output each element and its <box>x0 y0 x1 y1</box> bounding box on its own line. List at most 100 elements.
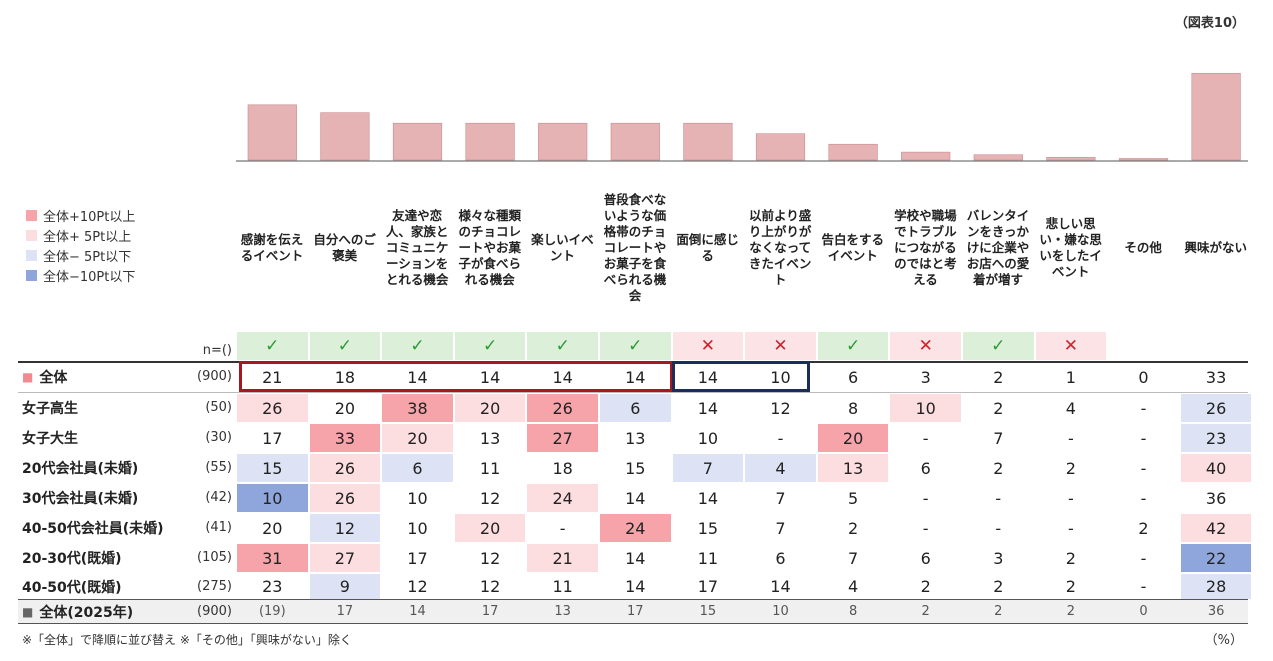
figure-number: （図表10） <box>1174 16 1245 31</box>
highlight-box-red <box>239 361 673 392</box>
unit-label: （%） <box>1204 633 1243 648</box>
summary-row-bg <box>18 600 1248 623</box>
bar-6 <box>683 122 733 161</box>
table-cell: 14 <box>697 488 719 508</box>
row-marker-square: ■ <box>22 604 34 619</box>
category-label: 楽しいイベント <box>527 165 597 330</box>
table-cell: 20 <box>454 514 526 542</box>
category-label: 以前より盛り上がりがなくなってきたイベント <box>745 165 815 330</box>
row-marker-square: ■ <box>22 370 34 384</box>
category-label: バレンタインをきっかけに企業やお店への愛着が増す <box>963 165 1033 330</box>
category-label-text: 興味がない <box>1184 239 1248 255</box>
table-cell: 14 <box>697 398 719 418</box>
table-cell: 8 <box>848 604 858 619</box>
table-cell: 17 <box>697 577 719 596</box>
row-sample-size: (275) <box>197 578 232 594</box>
table-cell: 14 <box>625 367 646 387</box>
table-cell: 27 <box>527 424 598 452</box>
row-header: 女子高生 <box>22 393 78 423</box>
table-cell: 13 <box>625 428 646 448</box>
legend-label: 全体− 5Pt以下 <box>43 250 132 265</box>
table-cell: - <box>1140 398 1147 418</box>
table-cell: 14 <box>479 367 501 387</box>
table-cell: 15 <box>699 604 717 619</box>
table-cell: 12 <box>309 514 381 542</box>
table-cell: 2 <box>993 367 1004 387</box>
table-cell: 6 <box>920 458 931 478</box>
category-label: 悲しい思い・嫌な思いをしたイベント <box>1036 165 1106 330</box>
row-label: 全体 <box>39 370 68 386</box>
table-cell: 14 <box>697 367 719 387</box>
bar-1 <box>320 112 370 161</box>
category-label: 自分へのご褒美 <box>310 165 380 330</box>
table-cell: 10 <box>697 428 719 448</box>
row-label: 40-50代会社員(未婚) <box>22 521 164 537</box>
check-mark: ✓ <box>963 332 1034 360</box>
bar-chart <box>236 72 1248 162</box>
table-cell: 20 <box>262 518 283 538</box>
row-sample-size: (50) <box>205 400 232 415</box>
row-sample-size: (41) <box>205 520 232 535</box>
table-cell: 27 <box>309 544 381 572</box>
cross-mark: ✕ <box>672 332 744 360</box>
table-cell: 14 <box>407 367 428 387</box>
table-cell: 21 <box>527 544 598 572</box>
bar-12 <box>1118 158 1169 161</box>
category-label-text: 悲しい思い・嫌な思いをしたイベント <box>1039 215 1102 279</box>
row-header: 40-50代(既婚) <box>22 573 122 600</box>
table-cell: 42 <box>1180 514 1252 542</box>
category-label: 興味がない <box>1181 165 1251 330</box>
table-cell: 10 <box>407 488 428 508</box>
table-cell: 3 <box>920 367 931 387</box>
table-cell: 12 <box>479 548 501 568</box>
table-cell: 14 <box>552 367 573 387</box>
row-label: 20-30代(既婚) <box>22 551 122 567</box>
category-label-text: 以前より盛り上がりがなくなってきたイベント <box>748 207 812 287</box>
row-sample-size: (42) <box>205 490 232 505</box>
table-cell: 38 <box>382 394 453 422</box>
table-cell: 24 <box>527 484 598 512</box>
table-cell: 0 <box>1139 604 1148 619</box>
category-label-text: 様々な種類のチョコレートやお菓子が食べられる機会 <box>458 207 522 287</box>
category-label: 学校や職場でトラブルにつながるのではと考える <box>890 165 960 330</box>
table-cell: 0 <box>1138 367 1149 387</box>
table-cell: 15 <box>697 518 719 538</box>
table-cell: 26 <box>237 394 308 422</box>
table-cell: 12 <box>770 398 791 418</box>
table-cell: - <box>922 488 929 508</box>
table-cell: 17 <box>627 604 644 619</box>
row-header: 40-50代会社員(未婚) <box>22 513 164 543</box>
table-cell: 26 <box>309 454 381 482</box>
legend-label: 全体−10Pt以下 <box>43 270 136 285</box>
table-cell: 17 <box>262 428 283 448</box>
table-cell: 2 <box>1065 548 1076 568</box>
row-header: ■ 全体(2025年) <box>22 600 133 623</box>
table-cell: 33 <box>309 424 381 452</box>
bar-9 <box>901 151 951 161</box>
check-mark: ✓ <box>454 332 526 360</box>
bar-7 <box>755 133 806 161</box>
table-cell: 31 <box>237 544 308 572</box>
table-cell: 10 <box>407 518 428 538</box>
table-cell: 20 <box>334 398 356 418</box>
check-mark: ✓ <box>382 332 453 360</box>
table-cell: 23 <box>1180 424 1252 452</box>
table-cell: 9 <box>309 574 381 599</box>
table-cell: 1 <box>1065 367 1076 387</box>
table-cell: 28 <box>1180 574 1252 599</box>
table-cell: 2 <box>993 577 1004 596</box>
table-cell: 8 <box>848 398 859 418</box>
category-label: 友達や恋人、家族とコミュニケーションをとれる機会 <box>382 165 452 330</box>
table-cell: - <box>1140 577 1147 596</box>
legend-item: 全体− 5Pt以下 <box>26 246 131 265</box>
bar-10 <box>973 154 1023 161</box>
table-cell: 33 <box>1205 367 1227 387</box>
row-header: 女子大生 <box>22 423 78 453</box>
bar-4 <box>538 122 588 161</box>
category-label-text: 楽しいイベント <box>531 231 594 263</box>
cross-mark: ✕ <box>1035 332 1107 360</box>
table-cell: 12 <box>407 577 428 596</box>
table-cell: 20 <box>817 424 889 452</box>
category-label-text: 友達や恋人、家族とコミュニケーションをとれる機会 <box>385 207 449 287</box>
table-cell: (19) <box>258 604 286 619</box>
